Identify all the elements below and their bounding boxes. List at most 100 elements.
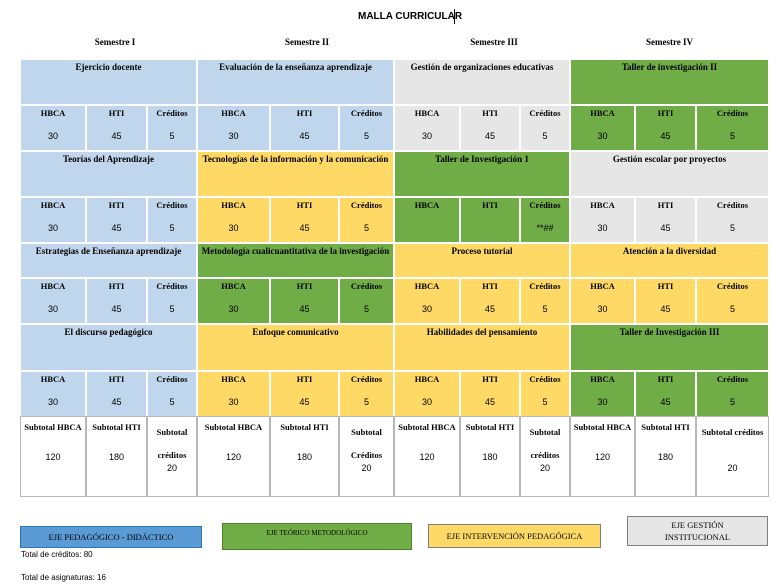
subtotal-hti-label: Subtotal HTI: [92, 422, 141, 432]
course-cred-cell: Créditos 5: [520, 278, 570, 324]
course-title-cell: Tecnologías de la información y la comun…: [197, 151, 394, 197]
hbca-value: 30: [421, 131, 432, 141]
course-hbca-cell: HBCA 30: [20, 371, 86, 417]
subtotal-hti-value: 180: [296, 452, 313, 462]
subtotal-cred-value: 20: [539, 463, 550, 473]
hbca-value: 30: [421, 304, 432, 314]
course-cred-cell: Créditos **##: [520, 197, 570, 243]
course-hbca-cell: HBCA 30: [197, 105, 270, 151]
course-hti-cell: HTI 45: [635, 105, 696, 151]
subtotal-cred-label: Subtotal créditos: [156, 427, 188, 460]
subtotal-cred-cell: Subtotal créditos 20: [696, 416, 769, 497]
course-hbca-cell: HBCA 30: [570, 371, 635, 417]
hbca-label: HBCA: [221, 374, 246, 384]
hbca-label: HBCA: [590, 374, 615, 384]
cred-value: 5: [542, 304, 548, 314]
course-hti-cell: HTI 45: [270, 371, 339, 417]
course-name: Tecnologías de la información y la comun…: [202, 154, 389, 164]
cred-label: Créditos: [529, 281, 561, 291]
hbca-value: 30: [228, 131, 239, 141]
hbca-label: HBCA: [414, 281, 440, 291]
hbca-label: HBCA: [590, 200, 615, 210]
course-name: Habilidades del pensamiento: [426, 327, 538, 337]
course-name: Gestión escolar por proyectos: [612, 154, 727, 164]
hbca-label: HBCA: [40, 108, 66, 118]
hti-label: HTI: [482, 108, 498, 118]
course-title-cell: Ejercicio docente: [20, 59, 197, 105]
cred-value: 5: [169, 131, 175, 141]
subtotal-hbca-label: Subtotal HBCA: [573, 422, 632, 432]
subtotal-hbca-cell: Subtotal HBCA 120: [197, 416, 270, 497]
course-name: Taller de Investigación 1: [435, 154, 529, 164]
hbca-label: HBCA: [221, 281, 246, 291]
course-cred-cell: Créditos 5: [520, 371, 570, 417]
hti-label: HTI: [657, 200, 674, 210]
hti-value: 45: [299, 397, 310, 407]
hbca-label: HBCA: [590, 281, 615, 291]
text-cursor: [454, 9, 455, 24]
total-credits: Total de créditos: 80: [21, 550, 93, 559]
curriculum-grid: Ejercicio docente HBCA 30 HTI 45 Créditos 5 Eva…: [20, 59, 769, 497]
course-name: Estrategias de Enseñanza aprendizaje: [35, 246, 182, 256]
hbca-value: 30: [47, 397, 58, 407]
course-title-cell: Taller de Investigación 1: [394, 151, 570, 197]
hti-label: HTI: [108, 374, 125, 384]
cred-label: Créditos: [156, 108, 188, 118]
cred-label: Créditos: [156, 200, 188, 210]
subtotal-hti-value: 180: [108, 452, 125, 462]
subtotal-cred-label: Subtotal Créditos: [350, 427, 383, 460]
hti-value: 45: [660, 223, 671, 233]
course-cred-cell: Créditos 5: [696, 278, 769, 324]
course-cred-cell: Créditos 5: [339, 197, 394, 243]
cred-value: 5: [363, 304, 369, 314]
course-name: Enfoque comunicativo: [252, 327, 339, 337]
subtotal-cred-label: Subtotal créditos: [529, 427, 561, 460]
course-hbca-cell: HBCA 30: [394, 105, 460, 151]
course-hbca-cell: HBCA 30: [20, 197, 86, 243]
semester-header-3: Semestre III: [470, 37, 518, 47]
cred-label: Créditos: [529, 374, 561, 384]
course-hti-cell: HTI 45: [270, 197, 339, 243]
course-title-cell: Taller de investigación II: [570, 59, 769, 105]
course-title-cell: Estrategias de Enseñanza aprendizaje: [20, 243, 197, 278]
hbca-label: HBCA: [221, 108, 246, 118]
course-hti-cell: HTI 45: [86, 105, 147, 151]
hti-label: HTI: [296, 374, 313, 384]
course-title-cell: Gestión escolar por proyectos: [570, 151, 769, 197]
hti-value: 45: [484, 131, 495, 141]
hti-label: HTI: [296, 200, 313, 210]
subtotal-hti-label: Subtotal HTI: [465, 422, 515, 432]
hti-value: 45: [299, 304, 310, 314]
hti-value: 45: [660, 397, 671, 407]
course-name: Metodología cualicuantitativa de la inve…: [201, 246, 390, 256]
subtotal-cred-value: 20: [361, 463, 372, 473]
course-cred-cell: Créditos 5: [339, 278, 394, 324]
subtotal-hbca-value: 120: [594, 452, 611, 462]
course-name: Atención a la diversidad: [622, 246, 717, 256]
legend-gestion: EJE GESTIÓN INSTITUCIONAL: [627, 516, 768, 546]
cred-value: 5: [729, 223, 735, 233]
semester-header-2: Semestre II: [284, 37, 330, 47]
course-hti-cell: HTI: [460, 197, 520, 243]
course-hbca-cell: HBCA 30: [20, 278, 86, 324]
course-name: Taller de investigación II: [621, 62, 718, 72]
subtotal-hbca-cell: Subtotal HBCA 120: [394, 416, 460, 497]
course-title-cell: Proceso tutorial: [394, 243, 570, 278]
subtotal-hti-label: Subtotal HTI: [641, 422, 690, 432]
course-name: Evaluación de la enseñanza aprendizaje: [219, 62, 372, 72]
course-cred-cell: Créditos 5: [147, 105, 197, 151]
hti-value: 45: [111, 223, 122, 233]
cred-label: Créditos: [350, 281, 383, 291]
hbca-label: HBCA: [414, 200, 440, 210]
hti-label: HTI: [657, 281, 674, 291]
subtotal-cred-cell: Subtotal créditos 20: [520, 416, 570, 497]
course-hti-cell: HTI 45: [86, 371, 147, 417]
cred-value: 5: [729, 304, 735, 314]
cred-label: Créditos: [350, 374, 383, 384]
hti-value: 45: [299, 131, 310, 141]
course-hbca-cell: HBCA 30: [197, 197, 270, 243]
hti-label: HTI: [482, 281, 498, 291]
course-name: Taller de Investigación III: [619, 327, 720, 337]
course-hti-cell: HTI 45: [460, 278, 520, 324]
cred-label: Créditos: [529, 108, 561, 118]
